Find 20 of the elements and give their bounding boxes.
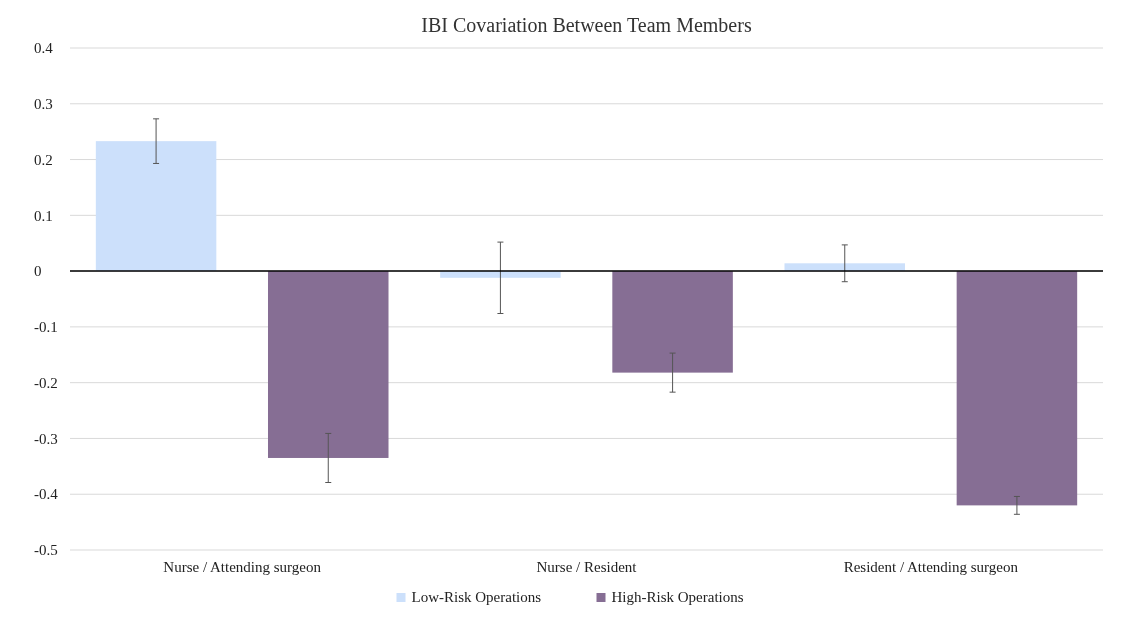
y-tick-label: -0.5 [34, 542, 58, 559]
legend-label: Low-Risk Operations [411, 589, 542, 605]
x-tick-label: Resident / Attending surgeon [843, 559, 1019, 575]
y-tick-label: 0.3 [34, 96, 53, 113]
y-tick-label: 0.1 [34, 207, 53, 224]
y-tick-label: 0.4 [34, 40, 54, 57]
y-tick-label: -0.2 [34, 374, 58, 391]
y-tick-label: 0 [34, 263, 42, 280]
x-tick-label: Nurse / Resident [536, 559, 638, 575]
y-tick-label: 0.2 [34, 151, 53, 168]
bar [612, 271, 733, 373]
chart-title: IBI Covariation Between Team Members [421, 14, 752, 36]
x-tick-label: Nurse / Attending surgeon [163, 559, 322, 575]
bar [95, 141, 217, 272]
legend-label: High-Risk Operations [611, 589, 744, 605]
y-tick-label: -0.4 [34, 486, 59, 503]
y-tick-label: -0.1 [34, 319, 58, 336]
y-tick-label: -0.3 [34, 430, 58, 447]
bar [267, 271, 389, 458]
bar [956, 271, 1078, 506]
